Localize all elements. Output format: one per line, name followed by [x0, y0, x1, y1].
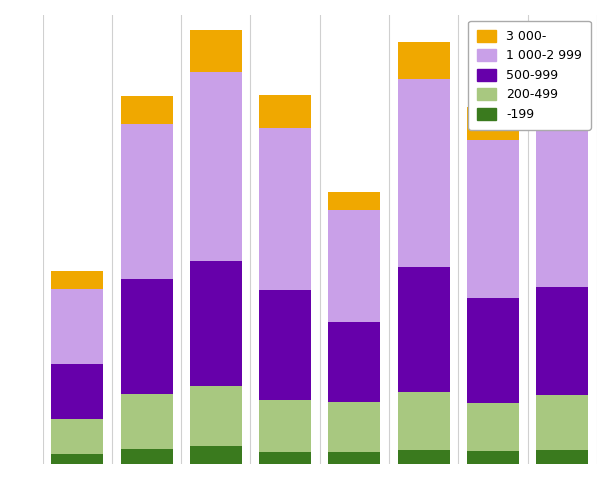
Bar — [467, 450, 519, 464]
Bar — [51, 364, 104, 419]
Bar — [328, 322, 381, 402]
Bar — [467, 403, 519, 450]
Bar — [51, 419, 104, 454]
Bar — [536, 100, 588, 287]
Bar — [259, 96, 311, 128]
Bar — [536, 287, 588, 395]
Bar — [190, 72, 242, 261]
Bar — [536, 449, 588, 464]
Bar — [259, 400, 311, 451]
Bar — [51, 271, 104, 289]
Bar — [467, 141, 519, 298]
Bar — [51, 454, 104, 464]
Bar — [328, 192, 381, 210]
Bar — [536, 395, 588, 449]
Bar — [398, 267, 449, 392]
Bar — [121, 394, 172, 448]
Bar — [121, 124, 172, 279]
Legend: 3 000-, 1 000-2 999, 500-999, 200-499, -199: 3 000-, 1 000-2 999, 500-999, 200-499, -… — [468, 21, 591, 130]
Bar — [190, 261, 242, 386]
Bar — [398, 80, 449, 267]
Bar — [328, 210, 381, 322]
Bar — [398, 41, 449, 80]
Bar — [259, 128, 311, 290]
Bar — [398, 449, 449, 464]
Bar — [121, 448, 172, 464]
Bar — [259, 290, 311, 400]
Bar — [190, 30, 242, 72]
Bar — [328, 402, 381, 451]
Bar — [536, 38, 588, 100]
Bar — [121, 279, 172, 394]
Bar — [398, 392, 449, 449]
Bar — [121, 97, 172, 124]
Bar — [259, 451, 311, 464]
Bar — [467, 107, 519, 141]
Bar — [467, 298, 519, 403]
Bar — [190, 446, 242, 464]
Bar — [190, 386, 242, 446]
Bar — [328, 451, 381, 464]
Bar — [51, 289, 104, 364]
